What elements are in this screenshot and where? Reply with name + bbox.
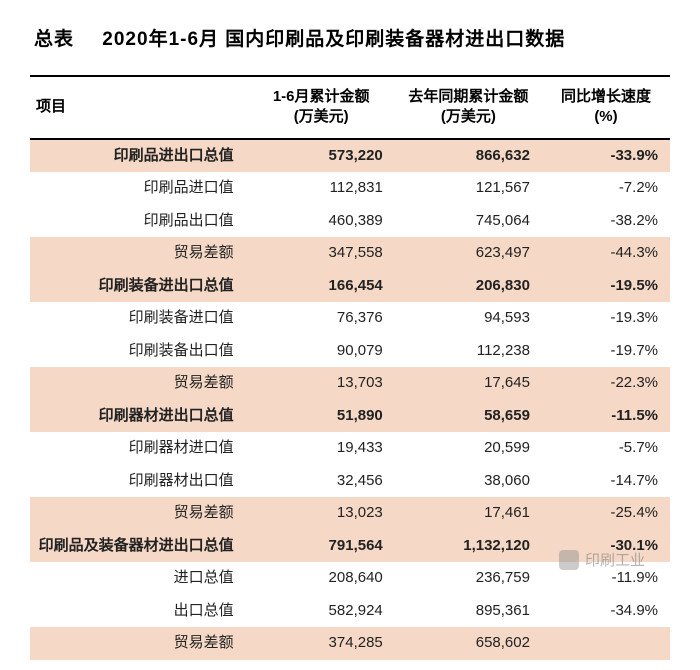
row-prior-value: 1,132,120 xyxy=(395,530,542,563)
row-growth-value: -11.5% xyxy=(542,400,670,433)
row-current-value: 13,703 xyxy=(248,367,395,400)
table-row: 出口总值582,924895,361-34.9% xyxy=(30,595,670,628)
row-current-value: 573,220 xyxy=(248,139,395,173)
row-growth-value: -33.9% xyxy=(542,139,670,173)
table-container: 总表 2020年1-6月 国内印刷品及印刷装备器材进出口数据 项目 1-6月累计… xyxy=(0,0,700,670)
row-label: 出口总值 xyxy=(30,595,248,628)
table-row: 印刷器材进出口总值51,89058,659-11.5% xyxy=(30,400,670,433)
col3-l2: (%) xyxy=(594,108,617,125)
table-row: 印刷品进出口总值573,220866,632-33.9% xyxy=(30,139,670,173)
row-label: 印刷装备进出口总值 xyxy=(30,270,248,303)
row-label: 印刷器材进出口总值 xyxy=(30,400,248,433)
row-prior-value: 94,593 xyxy=(395,302,542,335)
row-label: 印刷品及装备器材进出口总值 xyxy=(30,530,248,563)
col2-l2: (万美元) xyxy=(441,108,496,125)
row-current-value: 90,079 xyxy=(248,335,395,368)
row-label: 贸易差额 xyxy=(30,237,248,270)
col-header-prior: 去年同期累计金额 (万美元) xyxy=(395,76,542,139)
row-growth-value: -19.3% xyxy=(542,302,670,335)
row-current-value: 347,558 xyxy=(248,237,395,270)
page-title: 总表 2020年1-6月 国内印刷品及印刷装备器材进出口数据 xyxy=(34,24,670,51)
row-label: 印刷品进出口总值 xyxy=(30,139,248,173)
row-current-value: 582,924 xyxy=(248,595,395,628)
table-row: 贸易差额13,02317,461-25.4% xyxy=(30,497,670,530)
row-label: 贸易差额 xyxy=(30,497,248,530)
row-prior-value: 236,759 xyxy=(395,562,542,595)
row-current-value: 791,564 xyxy=(248,530,395,563)
row-label: 进口总值 xyxy=(30,562,248,595)
table-row: 贸易差额347,558623,497-44.3% xyxy=(30,237,670,270)
title-left: 总表 xyxy=(34,29,74,50)
table-row: 印刷装备出口值90,079112,238-19.7% xyxy=(30,335,670,368)
col0-label: 项目 xyxy=(36,98,66,115)
row-growth-value: -30.1% xyxy=(542,530,670,563)
table-row: 印刷品及装备器材进出口总值791,5641,132,120-30.1% xyxy=(30,530,670,563)
table-row: 印刷装备进出口总值166,454206,830-19.5% xyxy=(30,270,670,303)
row-current-value: 460,389 xyxy=(248,205,395,238)
row-growth-value: -44.3% xyxy=(542,237,670,270)
row-prior-value: 623,497 xyxy=(395,237,542,270)
row-growth-value: -19.7% xyxy=(542,335,670,368)
row-prior-value: 17,461 xyxy=(395,497,542,530)
row-current-value: 112,831 xyxy=(248,172,395,205)
col1-l1: 1-6月累计金额 xyxy=(273,88,370,105)
row-growth-value: -7.2% xyxy=(542,172,670,205)
col2-l1: 去年同期累计金额 xyxy=(408,88,528,105)
row-current-value: 19,433 xyxy=(248,432,395,465)
row-label: 印刷装备进口值 xyxy=(30,302,248,335)
row-prior-value: 206,830 xyxy=(395,270,542,303)
row-growth-value: -14.7% xyxy=(542,465,670,498)
col3-l1: 同比增长速度 xyxy=(561,88,651,105)
row-prior-value: 17,645 xyxy=(395,367,542,400)
col-header-item: 项目 xyxy=(30,76,248,139)
row-current-value: 51,890 xyxy=(248,400,395,433)
row-current-value: 374,285 xyxy=(248,627,395,660)
row-prior-value: 58,659 xyxy=(395,400,542,433)
row-growth-value: -38.2% xyxy=(542,205,670,238)
row-prior-value: 658,602 xyxy=(395,627,542,660)
row-growth-value: -5.7% xyxy=(542,432,670,465)
row-label: 印刷品进口值 xyxy=(30,172,248,205)
table-row: 印刷器材出口值32,45638,060-14.7% xyxy=(30,465,670,498)
table-row: 印刷品出口值460,389745,064-38.2% xyxy=(30,205,670,238)
row-growth-value: -25.4% xyxy=(542,497,670,530)
row-current-value: 208,640 xyxy=(248,562,395,595)
row-growth-value xyxy=(542,627,670,660)
row-growth-value: -34.9% xyxy=(542,595,670,628)
col-header-current: 1-6月累计金额 (万美元) xyxy=(248,76,395,139)
row-label: 印刷器材出口值 xyxy=(30,465,248,498)
row-current-value: 166,454 xyxy=(248,270,395,303)
header-row: 项目 1-6月累计金额 (万美元) 去年同期累计金额 (万美元) 同比增长速度 … xyxy=(30,76,670,139)
row-current-value: 13,023 xyxy=(248,497,395,530)
table-row: 进口总值208,640236,759-11.9% xyxy=(30,562,670,595)
row-prior-value: 38,060 xyxy=(395,465,542,498)
table-row: 印刷品进口值112,831121,567-7.2% xyxy=(30,172,670,205)
row-current-value: 76,376 xyxy=(248,302,395,335)
table-body: 印刷品进出口总值573,220866,632-33.9%印刷品进口值112,83… xyxy=(30,139,670,660)
row-label: 贸易差额 xyxy=(30,627,248,660)
data-table: 项目 1-6月累计金额 (万美元) 去年同期累计金额 (万美元) 同比增长速度 … xyxy=(30,75,670,660)
row-label: 印刷品出口值 xyxy=(30,205,248,238)
row-prior-value: 112,238 xyxy=(395,335,542,368)
table-row: 印刷装备进口值76,37694,593-19.3% xyxy=(30,302,670,335)
table-row: 印刷器材进口值19,43320,599-5.7% xyxy=(30,432,670,465)
row-prior-value: 745,064 xyxy=(395,205,542,238)
row-growth-value: -22.3% xyxy=(542,367,670,400)
row-label: 贸易差额 xyxy=(30,367,248,400)
row-label: 印刷器材进口值 xyxy=(30,432,248,465)
row-prior-value: 121,567 xyxy=(395,172,542,205)
col-header-growth: 同比增长速度 (%) xyxy=(542,76,670,139)
row-prior-value: 895,361 xyxy=(395,595,542,628)
row-growth-value: -19.5% xyxy=(542,270,670,303)
row-current-value: 32,456 xyxy=(248,465,395,498)
row-growth-value: -11.9% xyxy=(542,562,670,595)
table-row: 贸易差额13,70317,645-22.3% xyxy=(30,367,670,400)
title-right: 2020年1-6月 国内印刷品及印刷装备器材进出口数据 xyxy=(102,29,565,50)
row-prior-value: 20,599 xyxy=(395,432,542,465)
row-prior-value: 866,632 xyxy=(395,139,542,173)
row-label: 印刷装备出口值 xyxy=(30,335,248,368)
table-row: 贸易差额374,285658,602 xyxy=(30,627,670,660)
col1-l2: (万美元) xyxy=(294,108,349,125)
